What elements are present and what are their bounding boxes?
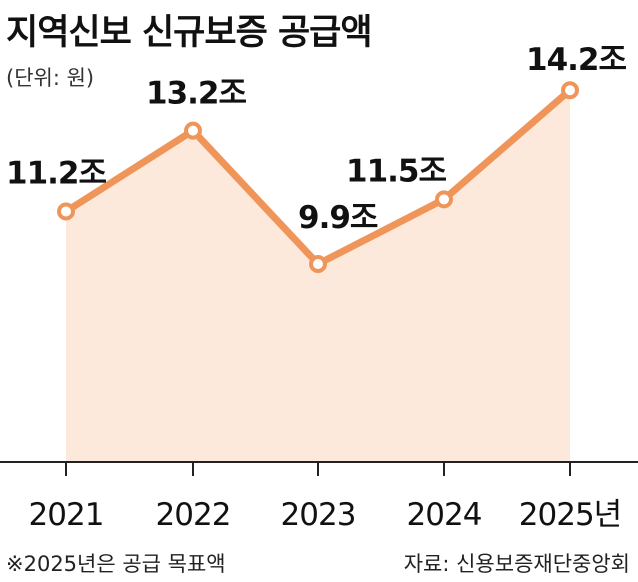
- area-layer: [66, 90, 570, 463]
- value-label-1: 13.2조: [146, 76, 246, 112]
- source-note: 자료: 신용보증재단중앙회: [403, 552, 630, 576]
- value-label-4: 14.2조: [526, 42, 626, 78]
- footnote: ※2025년은 공급 목표액: [6, 552, 226, 576]
- x-tick-label-1: 2022: [156, 497, 231, 533]
- x-tick-label-0: 2021: [29, 497, 104, 533]
- value-label-2: 9.9조: [298, 200, 378, 236]
- x-tick-label-layer: 2021 2022 2023 2024 2025년: [29, 497, 623, 533]
- marker-layer: [57, 81, 579, 273]
- data-point-2: [309, 254, 327, 273]
- value-label-0: 11.2조: [6, 155, 106, 191]
- data-point-1: [184, 121, 202, 140]
- value-label-layer: 11.2조 13.2조 9.9조 11.5조 14.2조: [6, 42, 627, 236]
- unit-label: (단위: 원): [6, 66, 95, 90]
- chart-title: 지역신보 신규보증 공급액: [6, 13, 373, 53]
- data-point-3: [435, 190, 453, 209]
- value-label-3: 11.5조: [346, 153, 446, 189]
- data-point-0: [57, 202, 75, 221]
- tick-layer: [65, 462, 571, 476]
- data-point-4: [561, 81, 579, 100]
- x-tick-label-3: 2024: [407, 497, 482, 533]
- x-tick-label-4: 2025년: [519, 497, 621, 533]
- area-fill: [66, 90, 570, 463]
- x-tick-label-2: 2023: [281, 497, 356, 533]
